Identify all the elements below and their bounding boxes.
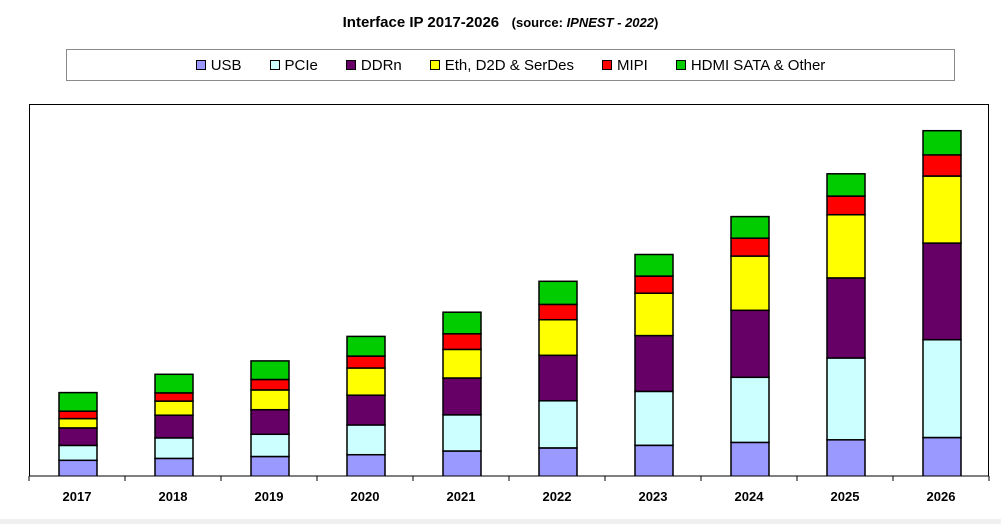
chart-source-name: IPNEST - 2022 xyxy=(566,15,654,30)
bar-segment-2025-ddrn xyxy=(826,277,866,359)
legend-label-mipi: MIPI xyxy=(616,56,648,74)
bar-segment-2026-eth-d2d-serdes xyxy=(922,175,962,244)
chart-source-prefix: (source: xyxy=(511,15,567,30)
bar-segment-2021-ddrn xyxy=(442,377,482,416)
bar-segment-2025-mipi xyxy=(826,195,866,216)
bar-segment-2022-eth-d2d-serdes xyxy=(538,318,578,357)
legend-label-pcie: PCIe xyxy=(284,56,318,74)
bar-segment-2023-hdmi-sata-other xyxy=(634,253,674,277)
x-tick-label-2019: 2019 xyxy=(255,489,284,504)
bar-segment-2021-eth-d2d-serdes xyxy=(442,348,482,379)
bar-segment-2017-ddrn xyxy=(58,427,98,447)
bar-segment-2021-pcie xyxy=(442,414,482,452)
bar-segment-2026-hdmi-sata-other xyxy=(922,129,962,156)
legend-swatch-ddrn xyxy=(345,60,356,70)
bar-segment-2022-usb xyxy=(538,447,578,476)
legend-label-ddrn: DDRn xyxy=(360,56,402,74)
legend-swatch-usb xyxy=(195,60,206,70)
bar-segment-2024-ddrn xyxy=(730,309,770,379)
bar-segment-2022-hdmi-sata-other xyxy=(538,280,578,306)
bar-segment-2026-mipi xyxy=(922,154,962,177)
x-tick-label-2022: 2022 xyxy=(543,489,572,504)
bar-segment-2019-mipi xyxy=(250,378,290,391)
bar-segment-2025-pcie xyxy=(826,357,866,441)
bar-segment-2018-hdmi-sata-other xyxy=(154,373,194,394)
x-tick-label-2020: 2020 xyxy=(351,489,380,504)
x-tick-label-2021: 2021 xyxy=(447,489,476,504)
bar-segment-2017-mipi xyxy=(58,410,98,420)
chart-title-text: Interface IP 2017-2026 xyxy=(342,14,500,31)
chart-canvas xyxy=(58,129,962,476)
bar-segment-2023-usb xyxy=(634,444,674,476)
bar-segment-2019-eth-d2d-serdes xyxy=(250,389,290,411)
chart-legend: USB PCIe DDRn Eth, D2D & SerDes MIPI HDMI SAT… xyxy=(66,49,955,81)
bar-segment-2023-mipi xyxy=(634,275,674,294)
bar-segment-2025-eth-d2d-serdes xyxy=(826,213,866,279)
x-tick-label-2018: 2018 xyxy=(159,489,188,504)
chart-source: (source: IPNEST - 2022) xyxy=(512,15,659,30)
legend-item-eth-d2d-serdes: Eth, D2D & SerDes xyxy=(429,56,574,74)
bar-segment-2021-mipi xyxy=(442,333,482,351)
bar-segment-2020-pcie xyxy=(346,424,386,456)
bar-segment-2026-usb xyxy=(922,436,962,476)
bar-segment-2020-ddrn xyxy=(346,394,386,426)
bar-segment-2026-ddrn xyxy=(922,242,962,341)
x-tick-label-2024: 2024 xyxy=(735,489,765,504)
x-tick-label-2023: 2023 xyxy=(639,489,668,504)
legend-label-hdmi-sata-other: HDMI SATA & Other xyxy=(690,56,826,74)
bar-segment-2020-eth-d2d-serdes xyxy=(346,367,386,396)
bar-segment-2024-usb xyxy=(730,441,770,476)
bar-segment-2022-ddrn xyxy=(538,354,578,402)
bar-segment-2023-ddrn xyxy=(634,334,674,393)
bar-segment-2022-pcie xyxy=(538,399,578,449)
bar-segment-2017-hdmi-sata-other xyxy=(58,391,98,412)
bar-segment-2019-pcie xyxy=(250,433,290,458)
bar-segment-2020-hdmi-sata-other xyxy=(346,335,386,357)
bar-segment-2020-mipi xyxy=(346,355,386,369)
bar-segment-2024-pcie xyxy=(730,376,770,444)
frame-bottom xyxy=(0,519,1001,524)
x-axis: 2017 2018 2019 2020 2021 2022 2023 2024 2025 2026 xyxy=(28,475,990,504)
chart-source-suffix: ) xyxy=(654,15,659,30)
bar-segment-2023-pcie xyxy=(634,390,674,447)
bar-segment-2021-hdmi-sata-other xyxy=(442,311,482,335)
legend-swatch-hdmi-sata-other xyxy=(675,60,686,70)
bar-segment-2021-usb xyxy=(442,450,482,476)
legend-item-usb: USB xyxy=(195,56,242,74)
x-tick-label-2026: 2026 xyxy=(927,489,956,504)
bar-segment-2024-eth-d2d-serdes xyxy=(730,255,770,312)
legend-swatch-eth-d2d-serdes xyxy=(429,60,440,70)
legend-item-ddrn: DDRn xyxy=(345,56,402,74)
legend-swatch-pcie xyxy=(269,60,280,70)
plot-area xyxy=(29,104,989,476)
bar-segment-2025-hdmi-sata-other xyxy=(826,173,866,197)
bar-segment-2024-hdmi-sata-other xyxy=(730,215,770,239)
legend-item-mipi: MIPI xyxy=(601,56,648,74)
bar-segment-2023-eth-d2d-serdes xyxy=(634,292,674,337)
legend-swatch-mipi xyxy=(601,60,612,70)
legend-label-usb: USB xyxy=(210,56,242,74)
bar-segment-2019-hdmi-sata-other xyxy=(250,360,290,381)
legend-label-eth-d2d-serdes: Eth, D2D & SerDes xyxy=(444,56,574,74)
bar-segment-2017-eth-d2d-serdes xyxy=(58,417,98,429)
chart-title: Interface IP 2017-2026 (source: IPNEST -… xyxy=(0,14,1001,31)
bar-segment-2026-pcie xyxy=(922,338,962,439)
x-tick-label-2017: 2017 xyxy=(63,489,92,504)
legend-item-pcie: PCIe xyxy=(269,56,318,74)
x-tick-label-2025: 2025 xyxy=(831,489,860,504)
bar-segment-2018-pcie xyxy=(154,437,194,460)
bar-segment-2017-pcie xyxy=(58,444,98,462)
bar-segment-2019-ddrn xyxy=(250,408,290,436)
bar-segment-2018-mipi xyxy=(154,392,194,402)
bar-segment-2024-mipi xyxy=(730,237,770,257)
bar-segment-2018-ddrn xyxy=(154,414,194,439)
bar-segment-2018-eth-d2d-serdes xyxy=(154,400,194,416)
legend-item-hdmi-sata-other: HDMI SATA & Other xyxy=(675,56,826,74)
bar-segment-2022-mipi xyxy=(538,303,578,321)
